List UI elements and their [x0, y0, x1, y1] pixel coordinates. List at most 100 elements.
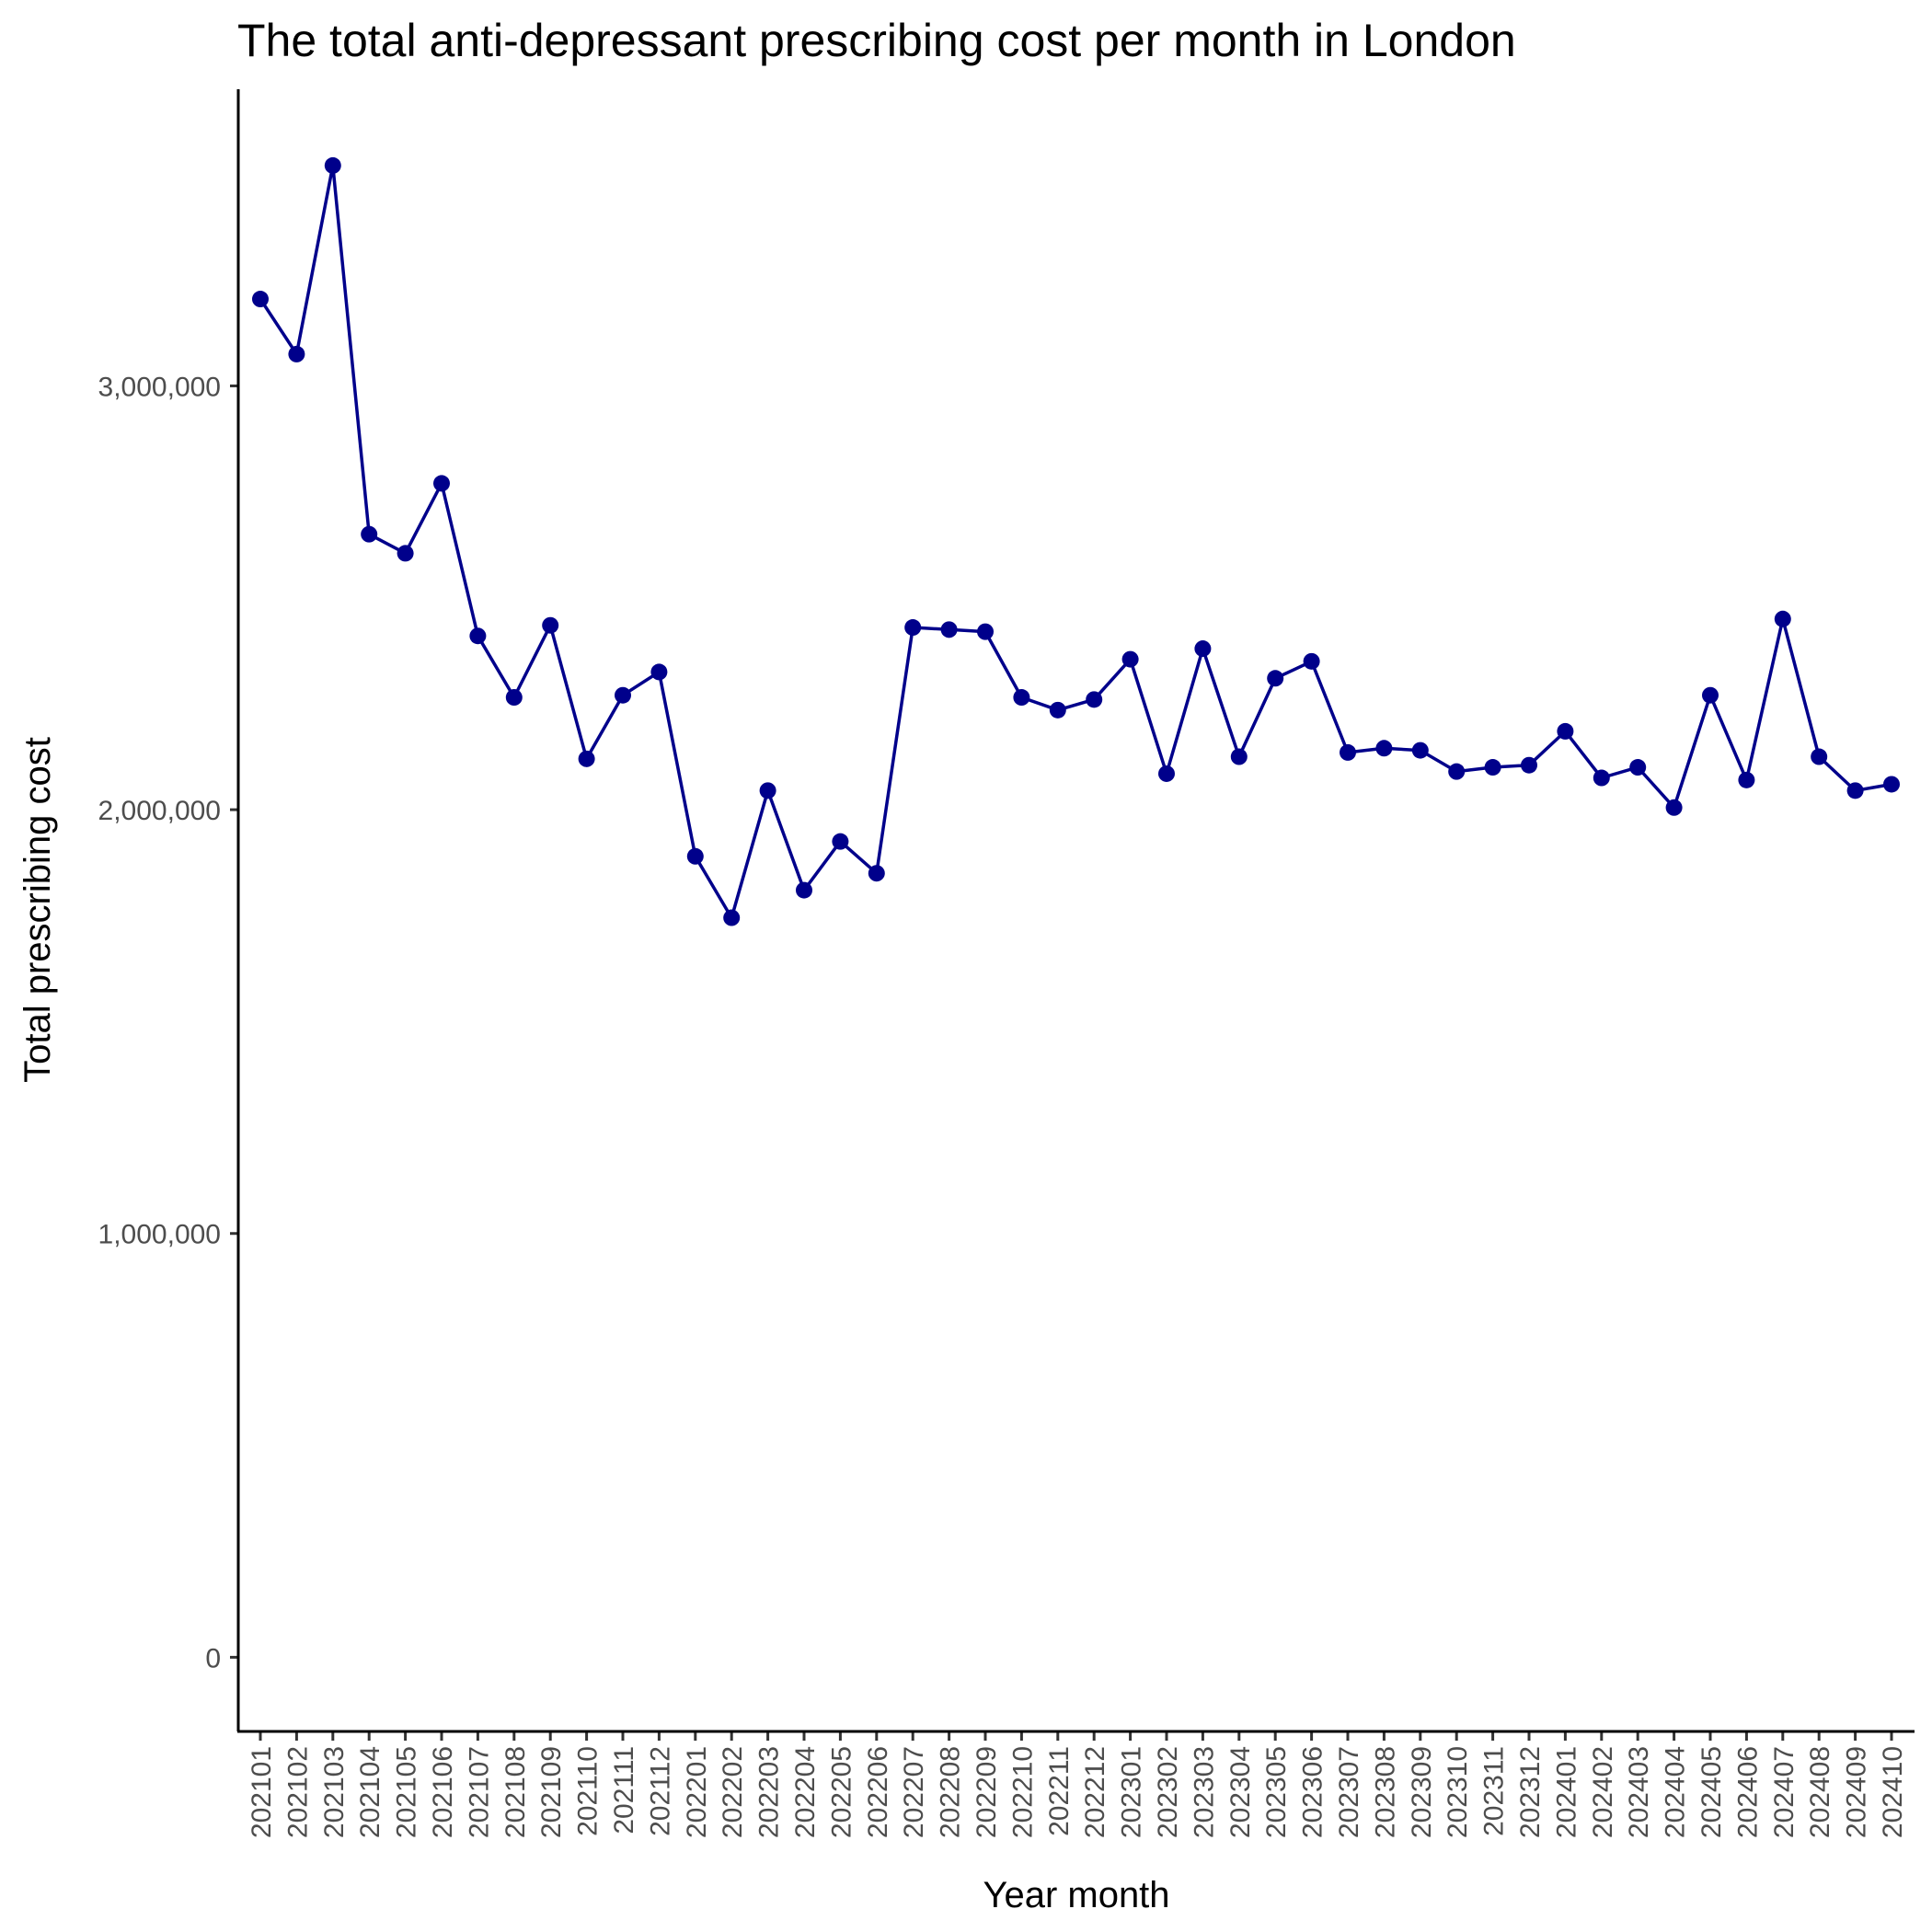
data-point	[1557, 722, 1574, 740]
x-tick-label: 202408	[1805, 1746, 1835, 1838]
x-tick-label: 202108	[500, 1746, 531, 1838]
x-axis-ticks: 202101 202102 202103 202104 202105 202106 2021…	[247, 1731, 1908, 1838]
data-point	[615, 686, 631, 704]
data-point	[361, 525, 378, 543]
data-point	[1629, 759, 1647, 776]
data-point	[433, 475, 450, 492]
data-point	[1013, 689, 1030, 707]
data-point	[1665, 799, 1683, 816]
data-point	[1375, 740, 1393, 757]
x-tick-label: 202103	[319, 1746, 350, 1838]
data-point	[1303, 652, 1320, 670]
data-points	[252, 156, 1900, 926]
data-point	[1521, 756, 1537, 774]
x-tick-label: 202104	[355, 1746, 385, 1838]
x-tick-label: 202203	[754, 1746, 785, 1838]
x-tick-label: 202106	[428, 1746, 458, 1838]
x-tick-label: 202311	[1479, 1746, 1510, 1836]
x-tick-label: 202107	[464, 1746, 494, 1838]
data-point	[288, 345, 305, 362]
data-point	[1448, 763, 1466, 780]
x-tick-label: 202308	[1370, 1746, 1400, 1838]
x-tick-label: 202202	[718, 1746, 748, 1838]
data-point	[505, 689, 523, 707]
data-point	[1267, 670, 1284, 687]
x-tick-label: 202404	[1661, 1746, 1691, 1838]
data-point	[1774, 610, 1791, 627]
data-point	[940, 621, 958, 638]
x-tick-label: 202409	[1842, 1746, 1872, 1838]
y-axis-ticks: 0 1,000,000 2,000,000 3,000,000	[98, 372, 238, 1673]
series-line	[259, 164, 1892, 920]
x-tick-label: 202208	[936, 1746, 966, 1838]
data-point	[1811, 748, 1828, 765]
x-tick-label: 202405	[1696, 1746, 1727, 1838]
data-point	[252, 291, 269, 308]
x-tick-label: 202207	[899, 1746, 929, 1838]
x-tick-label: 202302	[1153, 1746, 1183, 1838]
x-tick-label: 202305	[1261, 1746, 1292, 1838]
x-tick-label: 202312	[1515, 1746, 1546, 1838]
data-point	[1340, 743, 1356, 761]
x-tick-label: 202206	[863, 1746, 893, 1838]
data-point	[397, 545, 414, 562]
y-axis-title: Total prescribing cost	[17, 737, 58, 1083]
x-axis-title: Year month	[983, 1875, 1169, 1915]
x-tick-label: 202407	[1769, 1746, 1800, 1838]
data-point	[1411, 742, 1429, 759]
x-tick-label: 202410	[1878, 1746, 1908, 1838]
data-point	[1702, 686, 1719, 704]
x-tick-label: 202110	[573, 1746, 604, 1836]
y-tick-label: 1,000,000	[98, 1220, 221, 1250]
x-tick-label: 202402	[1588, 1746, 1618, 1838]
x-tick-label: 202401	[1551, 1746, 1581, 1838]
x-tick-label: 202205	[826, 1746, 857, 1838]
x-tick-label: 202105	[392, 1746, 422, 1838]
y-tick-label: 0	[205, 1643, 221, 1673]
data-point	[469, 627, 487, 645]
data-point	[1158, 765, 1175, 782]
y-tick-label: 3,000,000	[98, 372, 221, 402]
data-point	[1846, 782, 1864, 799]
data-point	[904, 619, 922, 637]
y-tick-label: 2,000,000	[98, 796, 221, 826]
x-tick-label: 202204	[790, 1746, 821, 1838]
data-point	[686, 847, 704, 865]
data-point	[1121, 650, 1139, 668]
x-tick-label: 202209	[972, 1746, 1002, 1838]
data-point	[723, 909, 741, 926]
x-tick-label: 202102	[282, 1746, 313, 1838]
data-point	[832, 833, 849, 850]
x-tick-label: 202301	[1117, 1746, 1147, 1838]
data-point	[1593, 769, 1610, 787]
x-tick-label: 202109	[536, 1746, 567, 1838]
data-point	[1049, 701, 1066, 719]
data-point	[796, 881, 812, 899]
x-tick-label: 202111	[609, 1746, 639, 1834]
x-tick-label: 202309	[1407, 1746, 1437, 1838]
data-point	[542, 616, 559, 634]
x-tick-label: 202211	[1044, 1746, 1075, 1836]
x-tick-label: 202310	[1443, 1746, 1473, 1838]
x-tick-label: 202101	[247, 1746, 277, 1838]
data-point	[1484, 759, 1501, 776]
x-tick-label: 202201	[682, 1746, 712, 1838]
x-tick-label: 202307	[1334, 1746, 1364, 1838]
x-tick-label: 202212	[1080, 1746, 1110, 1838]
data-point	[1194, 640, 1212, 658]
data-point	[578, 750, 595, 767]
data-point	[977, 623, 994, 640]
x-tick-label: 202112	[645, 1746, 675, 1836]
x-tick-label: 202306	[1298, 1746, 1328, 1838]
x-tick-label: 202304	[1225, 1746, 1256, 1838]
data-point	[324, 156, 341, 174]
data-point	[650, 663, 668, 681]
data-point	[759, 782, 776, 799]
x-tick-label: 202210	[1007, 1746, 1038, 1838]
data-point	[1230, 748, 1248, 765]
x-tick-label: 202406	[1732, 1746, 1763, 1838]
data-point	[1738, 771, 1755, 788]
data-point	[1086, 691, 1103, 708]
x-tick-label: 202403	[1624, 1746, 1654, 1838]
